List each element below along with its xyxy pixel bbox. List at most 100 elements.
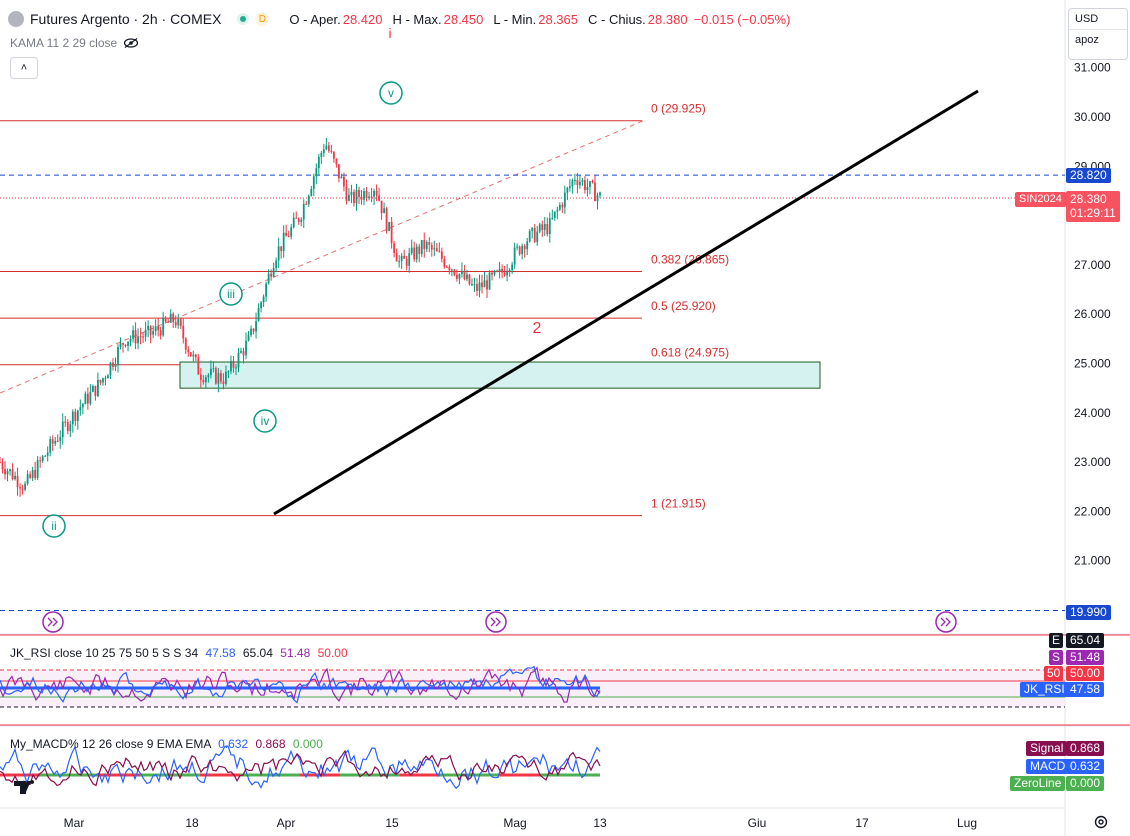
collapse-legend-button[interactable]: ˄ [10,57,38,79]
candle [192,350,195,362]
wave-iv: iv [253,409,277,433]
time-marker-icon-0 [42,611,64,633]
macd-legend[interactable]: My_MACD% 12 26 close 9 EMA EMA 0.632 0.8… [10,737,323,751]
candle [127,341,129,352]
candle [365,186,368,202]
candle [476,278,478,296]
candle [430,242,433,257]
candle [338,164,340,183]
candle [167,318,170,323]
candles[interactable] [0,137,601,497]
levels[interactable] [0,174,1065,633]
candle [579,174,581,189]
candle [51,435,54,452]
currency-selector[interactable]: USD apoz [1068,8,1128,60]
candle [405,255,408,271]
candle [358,186,360,204]
candle [594,175,596,202]
candle [79,399,82,416]
candle [270,269,273,281]
candle [481,274,483,294]
rsi-tag-name: JK_RSI [1020,682,1069,697]
rsi-tag-e-letter: E [1049,633,1064,648]
rsi-pane[interactable] [0,634,1130,726]
hidden-eye-icon[interactable] [123,38,139,48]
candle [209,360,212,379]
candle [169,309,172,323]
candle [164,316,167,324]
wave-ii: ii [42,514,66,538]
candle [413,241,416,262]
candle [571,178,574,194]
scale-mode[interactable]: apoz [1069,29,1127,50]
candle [16,467,19,496]
low-value: 28.365 [538,11,578,27]
candle [54,437,57,446]
candle [255,312,257,339]
candle [214,366,217,385]
time-tick-1: 18 [185,816,199,830]
candle [275,257,278,273]
gear-icon[interactable] [1093,814,1109,830]
candle [388,221,391,232]
candle [561,202,564,214]
price-tick-4: 26.000 [1074,307,1111,321]
close-value: 28.380 [647,11,688,27]
wave-iii-text: iii [227,287,235,301]
candle [9,468,11,476]
candle [330,144,333,154]
candle [385,206,388,234]
price-tick-1: 30.000 [1074,110,1111,124]
candle [1,458,4,474]
rsi-tag-fifty: 50.00 [1066,666,1105,681]
candle [493,269,496,277]
candle [247,330,250,342]
candle [86,387,89,410]
candle [14,471,16,481]
candle [59,430,62,449]
candle [508,268,511,277]
candle [217,367,220,393]
candle [204,375,207,389]
candle [375,184,378,202]
high-value: 28.450 [443,11,484,27]
rsi-tag-fifty-label: 50 [1044,666,1064,681]
rsi-tag-s-letter: S [1049,650,1064,665]
delay-badge[interactable]: D [255,12,270,26]
candle [189,352,192,357]
candle [546,217,549,237]
candle [302,199,305,228]
candle [144,321,147,342]
candle [21,484,24,495]
rsi-legend[interactable]: JK_RSI close 10 25 75 50 5 S S 34 47.58 … [10,646,348,660]
macd-pane[interactable] [0,745,601,794]
time-tick-2: Apr [277,816,296,830]
market-status-icon[interactable] [237,13,250,25]
price-tag-line-low: 19.990 [1066,605,1111,620]
candle [443,255,446,269]
candle [466,269,468,282]
candle [36,455,39,481]
candle [584,175,586,194]
low-label: L - Min. [493,11,537,27]
candle [129,335,132,347]
candle [383,202,386,214]
rsi-legend-v3: 51.48 [280,646,311,660]
price-tick-5: 25.000 [1074,357,1111,371]
candle [581,177,584,186]
candle [322,143,325,157]
candle [566,186,569,201]
candle [235,363,237,376]
wave-ii-text: ii [51,519,56,533]
kama-legend[interactable]: KAMA 11 2 29 close [10,36,139,50]
candle [378,187,380,202]
trendlines[interactable] [273,89,979,516]
candle [184,337,187,354]
currency-value[interactable]: USD [1075,13,1099,25]
fib-retracement[interactable]: 0 (29.925) 0.382 (26.865) 0.5 (25.920) 0.61… [0,102,729,517]
symbol-title[interactable]: Futures Argento · 2h · COMEX [30,11,222,27]
candle [230,355,232,375]
candle [240,347,242,354]
price-tag-line-high: 28.820 [1066,168,1111,183]
